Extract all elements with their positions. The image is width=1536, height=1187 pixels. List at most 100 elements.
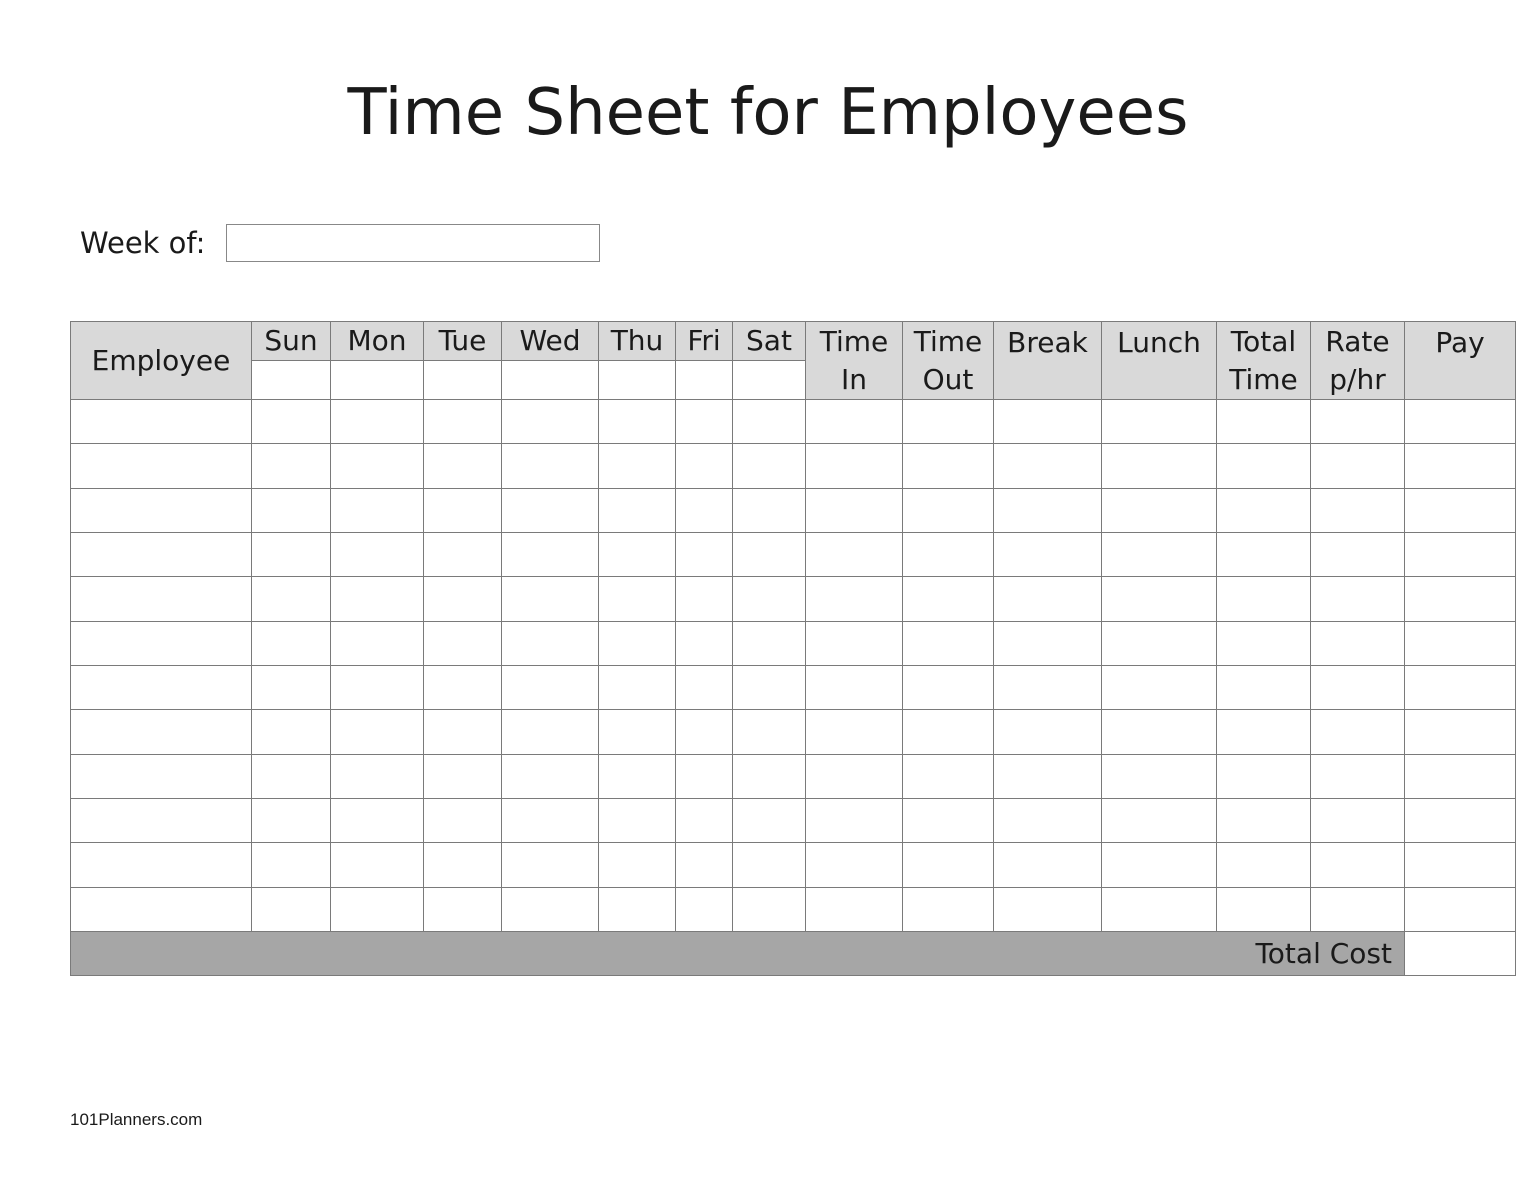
table-cell[interactable] bbox=[1101, 886, 1217, 932]
table-cell[interactable] bbox=[251, 399, 331, 445]
table-cell[interactable] bbox=[993, 798, 1102, 844]
table-cell[interactable] bbox=[805, 443, 903, 489]
table-cell[interactable] bbox=[1216, 709, 1311, 755]
table-cell[interactable] bbox=[501, 665, 599, 711]
table-cell[interactable] bbox=[423, 487, 502, 533]
table-cell[interactable] bbox=[251, 576, 331, 622]
table-cell[interactable] bbox=[1101, 487, 1217, 533]
table-cell[interactable] bbox=[251, 842, 331, 888]
table-cell[interactable] bbox=[1216, 576, 1311, 622]
table-cell[interactable] bbox=[330, 709, 424, 755]
table-cell[interactable] bbox=[1101, 620, 1217, 666]
table-cell[interactable] bbox=[501, 709, 599, 755]
table-cell[interactable] bbox=[423, 443, 502, 489]
table-cell[interactable] bbox=[251, 798, 331, 844]
table-cell[interactable] bbox=[1216, 753, 1311, 799]
table-cell[interactable] bbox=[501, 487, 599, 533]
table-cell[interactable] bbox=[902, 753, 994, 799]
table-cell[interactable] bbox=[993, 620, 1102, 666]
table-cell[interactable] bbox=[501, 753, 599, 799]
table-cell[interactable] bbox=[598, 443, 676, 489]
table-cell[interactable] bbox=[423, 399, 502, 445]
table-cell[interactable] bbox=[732, 532, 806, 578]
table-cell[interactable] bbox=[1310, 532, 1405, 578]
table-cell[interactable] bbox=[993, 576, 1102, 622]
table-cell[interactable] bbox=[1101, 709, 1217, 755]
table-cell[interactable] bbox=[1404, 665, 1516, 711]
table-cell[interactable] bbox=[330, 443, 424, 489]
table-cell[interactable] bbox=[1216, 487, 1311, 533]
table-cell[interactable] bbox=[675, 709, 733, 755]
table-cell[interactable] bbox=[902, 532, 994, 578]
table-cell[interactable] bbox=[993, 709, 1102, 755]
table-cell[interactable] bbox=[805, 886, 903, 932]
table-cell[interactable] bbox=[993, 532, 1102, 578]
table-cell[interactable] bbox=[70, 399, 252, 445]
table-cell[interactable] bbox=[70, 443, 252, 489]
table-cell[interactable] bbox=[423, 753, 502, 799]
table-cell[interactable] bbox=[330, 886, 424, 932]
date-cell-wed[interactable] bbox=[501, 360, 599, 400]
table-cell[interactable] bbox=[805, 487, 903, 533]
table-cell[interactable] bbox=[598, 753, 676, 799]
table-cell[interactable] bbox=[1101, 576, 1217, 622]
table-cell[interactable] bbox=[675, 620, 733, 666]
table-cell[interactable] bbox=[675, 798, 733, 844]
table-cell[interactable] bbox=[70, 487, 252, 533]
table-cell[interactable] bbox=[330, 798, 424, 844]
table-cell[interactable] bbox=[675, 886, 733, 932]
table-cell[interactable] bbox=[1310, 487, 1405, 533]
table-cell[interactable] bbox=[501, 842, 599, 888]
table-cell[interactable] bbox=[1404, 886, 1516, 932]
table-cell[interactable] bbox=[1101, 665, 1217, 711]
table-cell[interactable] bbox=[251, 532, 331, 578]
table-cell[interactable] bbox=[805, 620, 903, 666]
table-cell[interactable] bbox=[1216, 620, 1311, 666]
table-cell[interactable] bbox=[902, 576, 994, 622]
table-cell[interactable] bbox=[1310, 753, 1405, 799]
table-cell[interactable] bbox=[1101, 842, 1217, 888]
table-cell[interactable] bbox=[732, 798, 806, 844]
table-cell[interactable] bbox=[1310, 886, 1405, 932]
table-cell[interactable] bbox=[70, 886, 252, 932]
table-cell[interactable] bbox=[732, 399, 806, 445]
table-cell[interactable] bbox=[251, 665, 331, 711]
table-cell[interactable] bbox=[251, 487, 331, 533]
table-cell[interactable] bbox=[805, 842, 903, 888]
table-cell[interactable] bbox=[1101, 753, 1217, 799]
table-cell[interactable] bbox=[1310, 798, 1405, 844]
table-cell[interactable] bbox=[1404, 709, 1516, 755]
table-cell[interactable] bbox=[732, 709, 806, 755]
table-cell[interactable] bbox=[1404, 399, 1516, 445]
date-cell-mon[interactable] bbox=[330, 360, 424, 400]
date-cell-sun[interactable] bbox=[251, 360, 331, 400]
table-cell[interactable] bbox=[1310, 443, 1405, 489]
table-cell[interactable] bbox=[423, 532, 502, 578]
table-cell[interactable] bbox=[732, 665, 806, 711]
table-cell[interactable] bbox=[1404, 532, 1516, 578]
table-cell[interactable] bbox=[732, 576, 806, 622]
table-cell[interactable] bbox=[805, 709, 903, 755]
table-cell[interactable] bbox=[598, 665, 676, 711]
table-cell[interactable] bbox=[598, 532, 676, 578]
table-cell[interactable] bbox=[1310, 842, 1405, 888]
table-cell[interactable] bbox=[675, 576, 733, 622]
table-cell[interactable] bbox=[598, 487, 676, 533]
table-cell[interactable] bbox=[1404, 798, 1516, 844]
table-cell[interactable] bbox=[70, 842, 252, 888]
table-cell[interactable] bbox=[902, 620, 994, 666]
table-cell[interactable] bbox=[423, 709, 502, 755]
table-cell[interactable] bbox=[251, 886, 331, 932]
table-cell[interactable] bbox=[423, 576, 502, 622]
table-cell[interactable] bbox=[732, 620, 806, 666]
table-cell[interactable] bbox=[1404, 487, 1516, 533]
table-cell[interactable] bbox=[1404, 620, 1516, 666]
table-cell[interactable] bbox=[1101, 532, 1217, 578]
table-cell[interactable] bbox=[1216, 665, 1311, 711]
table-cell[interactable] bbox=[501, 886, 599, 932]
table-cell[interactable] bbox=[330, 399, 424, 445]
table-cell[interactable] bbox=[675, 443, 733, 489]
table-cell[interactable] bbox=[501, 532, 599, 578]
table-cell[interactable] bbox=[902, 842, 994, 888]
table-cell[interactable] bbox=[330, 842, 424, 888]
